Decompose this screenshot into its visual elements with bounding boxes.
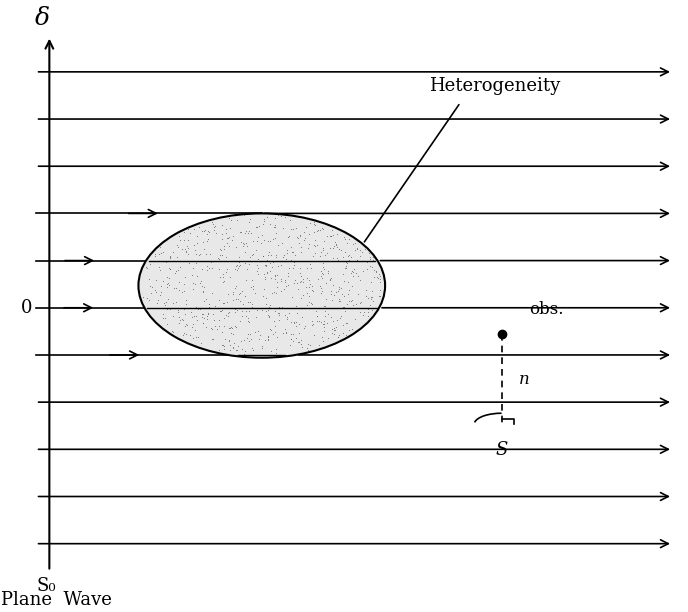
Text: δ: δ (35, 7, 50, 30)
Text: S₀: S₀ (36, 577, 56, 595)
Text: Plane  Wave: Plane Wave (1, 591, 112, 609)
Text: 0: 0 (21, 299, 32, 317)
Text: S: S (495, 441, 508, 459)
Text: n: n (519, 371, 530, 388)
Ellipse shape (138, 214, 385, 358)
Text: Heterogeneity: Heterogeneity (429, 76, 560, 95)
Text: obs.: obs. (529, 300, 563, 318)
